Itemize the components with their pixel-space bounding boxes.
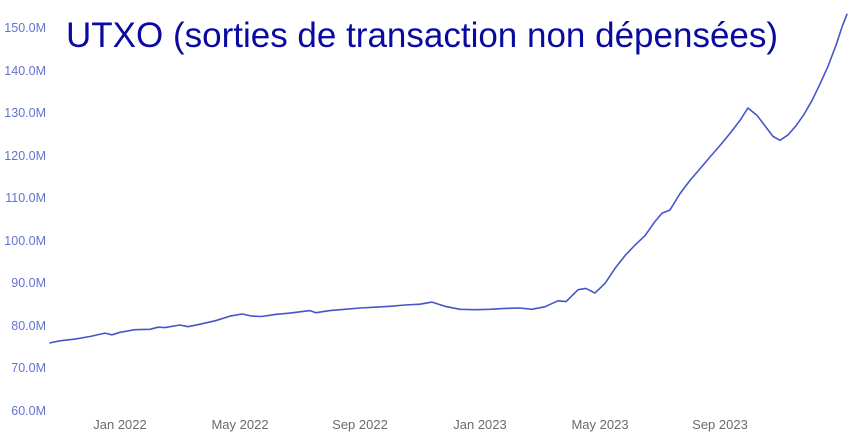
y-tick-label: 70.0M: [11, 361, 46, 376]
y-tick-label: 60.0M: [11, 404, 46, 418]
y-tick-label: 100.0M: [4, 233, 46, 248]
chart-title: UTXO (sorties de transaction non dépensé…: [66, 16, 779, 55]
x-tick-label: Jan 2022: [93, 417, 147, 432]
y-tick-label: 110.0M: [5, 191, 46, 206]
y-tick-label: 80.0M: [11, 318, 46, 333]
y-tick-label: 140.0M: [4, 63, 46, 78]
x-tick-label: May 2023: [571, 417, 629, 432]
y-tick-label: 150.0M: [4, 21, 46, 35]
y-tick-label: 120.0M: [4, 148, 46, 163]
x-tick-label: Sep 2022: [332, 417, 388, 432]
x-tick-label: May 2022: [211, 417, 269, 432]
utxo-series-line: [49, 13, 848, 344]
y-tick-label: 90.0M: [11, 276, 46, 291]
y-tick-label: 130.0M: [4, 106, 46, 121]
x-tick-label: Sep 2023: [692, 417, 748, 432]
x-tick-label: Jan 2023: [453, 417, 507, 432]
